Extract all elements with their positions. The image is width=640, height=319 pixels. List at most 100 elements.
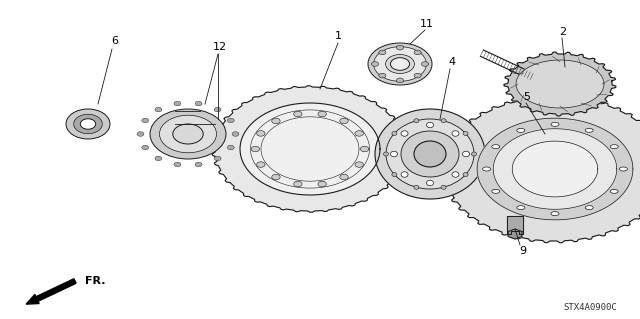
Ellipse shape <box>372 62 379 66</box>
Ellipse shape <box>74 114 102 134</box>
Ellipse shape <box>386 119 474 189</box>
Ellipse shape <box>517 206 525 210</box>
Ellipse shape <box>294 181 302 187</box>
Ellipse shape <box>214 156 221 161</box>
Ellipse shape <box>392 173 397 177</box>
Ellipse shape <box>392 131 397 136</box>
Ellipse shape <box>155 156 162 161</box>
Ellipse shape <box>355 162 364 167</box>
Ellipse shape <box>257 162 265 167</box>
Ellipse shape <box>610 145 618 149</box>
Ellipse shape <box>174 101 181 106</box>
Ellipse shape <box>452 172 459 177</box>
Ellipse shape <box>142 118 148 123</box>
Ellipse shape <box>142 145 148 150</box>
Ellipse shape <box>360 146 369 152</box>
Ellipse shape <box>492 145 500 149</box>
Ellipse shape <box>390 58 410 70</box>
Ellipse shape <box>174 162 181 167</box>
Ellipse shape <box>374 47 426 81</box>
Polygon shape <box>240 103 380 195</box>
Ellipse shape <box>414 185 419 189</box>
Ellipse shape <box>463 151 470 157</box>
Ellipse shape <box>294 111 302 117</box>
Ellipse shape <box>80 119 96 129</box>
Ellipse shape <box>426 122 433 128</box>
Ellipse shape <box>195 101 202 106</box>
Ellipse shape <box>318 181 326 187</box>
Text: 11: 11 <box>420 19 434 29</box>
Polygon shape <box>507 216 523 234</box>
Ellipse shape <box>414 141 446 167</box>
Ellipse shape <box>397 78 404 83</box>
Text: 2: 2 <box>559 27 566 37</box>
Ellipse shape <box>257 131 265 136</box>
Ellipse shape <box>472 152 477 156</box>
Ellipse shape <box>551 211 559 216</box>
Polygon shape <box>477 118 633 220</box>
Ellipse shape <box>355 131 364 136</box>
Ellipse shape <box>159 115 216 153</box>
Polygon shape <box>508 229 522 239</box>
Ellipse shape <box>252 146 260 152</box>
Ellipse shape <box>195 162 202 167</box>
Text: 9: 9 <box>520 246 527 256</box>
Text: 12: 12 <box>213 42 227 52</box>
Ellipse shape <box>272 118 280 124</box>
Text: STX4A0900C: STX4A0900C <box>563 302 617 311</box>
Ellipse shape <box>585 85 595 93</box>
Ellipse shape <box>66 109 110 139</box>
Ellipse shape <box>214 107 221 112</box>
Ellipse shape <box>414 119 419 123</box>
Ellipse shape <box>585 128 593 132</box>
Ellipse shape <box>379 50 386 55</box>
Polygon shape <box>512 141 598 197</box>
Ellipse shape <box>397 45 404 50</box>
Ellipse shape <box>426 180 433 186</box>
Ellipse shape <box>463 131 468 136</box>
Ellipse shape <box>414 50 421 55</box>
Ellipse shape <box>441 185 446 189</box>
Text: 4: 4 <box>449 57 456 67</box>
Ellipse shape <box>385 55 415 73</box>
Ellipse shape <box>272 174 280 180</box>
Ellipse shape <box>379 73 386 78</box>
Ellipse shape <box>441 119 446 123</box>
Ellipse shape <box>492 189 500 193</box>
Ellipse shape <box>173 124 204 144</box>
Ellipse shape <box>390 151 397 157</box>
Ellipse shape <box>401 172 408 177</box>
Ellipse shape <box>340 118 348 124</box>
Ellipse shape <box>227 145 234 150</box>
FancyArrow shape <box>26 279 76 304</box>
Ellipse shape <box>227 118 234 123</box>
Ellipse shape <box>551 122 559 126</box>
Ellipse shape <box>517 128 525 132</box>
Ellipse shape <box>452 131 459 136</box>
Ellipse shape <box>232 132 239 136</box>
Ellipse shape <box>620 167 627 171</box>
Polygon shape <box>493 129 617 209</box>
Ellipse shape <box>401 131 408 136</box>
Ellipse shape <box>414 73 421 78</box>
Polygon shape <box>212 86 408 212</box>
Ellipse shape <box>368 43 432 85</box>
Polygon shape <box>504 52 616 116</box>
Text: 1: 1 <box>335 31 342 41</box>
Ellipse shape <box>422 62 429 66</box>
Ellipse shape <box>375 109 485 199</box>
Polygon shape <box>441 95 640 243</box>
Polygon shape <box>516 60 604 108</box>
Ellipse shape <box>340 174 348 180</box>
Ellipse shape <box>401 131 459 177</box>
Ellipse shape <box>383 152 388 156</box>
Text: 5: 5 <box>524 92 531 102</box>
Ellipse shape <box>318 111 326 117</box>
Text: FR.: FR. <box>85 276 106 286</box>
Ellipse shape <box>483 167 491 171</box>
Ellipse shape <box>463 173 468 177</box>
Ellipse shape <box>585 206 593 210</box>
Ellipse shape <box>155 107 162 112</box>
Ellipse shape <box>137 132 144 136</box>
Text: 6: 6 <box>111 36 118 46</box>
